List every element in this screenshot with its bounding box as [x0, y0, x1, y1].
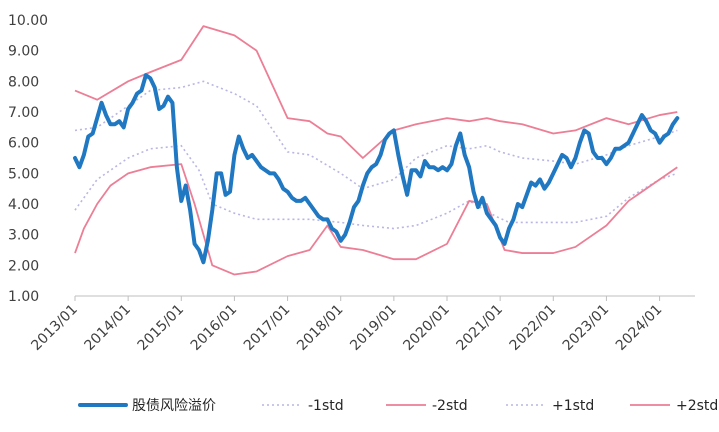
x-tick-label: 2016/01 — [188, 302, 240, 354]
legend-label: +2std — [676, 398, 718, 414]
legend-label: -1std — [308, 398, 344, 414]
x-tick-label: 2020/01 — [400, 302, 452, 354]
y-tick-label: 8.00 — [8, 74, 39, 90]
series-line-main — [73, 73, 680, 265]
y-tick-label: 9.00 — [8, 44, 39, 60]
x-tick-label: 2023/01 — [560, 302, 612, 354]
y-tick-label: 1.00 — [8, 289, 39, 305]
y-tick-label: 3.00 — [8, 228, 39, 244]
x-tick-label: 2024/01 — [613, 302, 665, 354]
y-tick-label: 6.00 — [8, 136, 39, 152]
y-tick-label: 10.00 — [8, 13, 48, 29]
y-tick-label: 5.00 — [8, 166, 39, 182]
series-line-minus-2std — [74, 163, 678, 276]
series-line-minus-1std — [74, 144, 678, 230]
y-tick-label: 7.00 — [8, 105, 39, 121]
y-tick-label: 2.00 — [8, 258, 39, 274]
series-line-plusminus-1std — [74, 80, 678, 190]
x-tick-label: 2019/01 — [347, 302, 399, 354]
x-tick-label: 2021/01 — [454, 302, 506, 354]
x-tick-label: 2018/01 — [294, 302, 346, 354]
series-lines — [73, 25, 680, 276]
legend-label: -2std — [432, 398, 468, 414]
legend: 股债风险溢价 -1std -2std +1std +2std — [78, 398, 718, 414]
x-tick-label: 2014/01 — [82, 302, 134, 354]
x-tick-label: 2013/01 — [28, 302, 80, 354]
axes: 1.00 2.00 3.00 4.00 5.00 6.00 7.00 8.00 9.00 10.0… — [8, 13, 695, 354]
x-tick-label: 2022/01 — [507, 302, 559, 354]
legend-label: 股债风险溢价 — [132, 398, 216, 414]
y-tick-label: 4.00 — [8, 197, 39, 213]
series-line-plusminus-2std — [74, 25, 678, 159]
x-tick-label: 2015/01 — [135, 302, 187, 354]
legend-label: +1std — [552, 398, 594, 414]
x-tick-label: 2017/01 — [241, 302, 293, 354]
